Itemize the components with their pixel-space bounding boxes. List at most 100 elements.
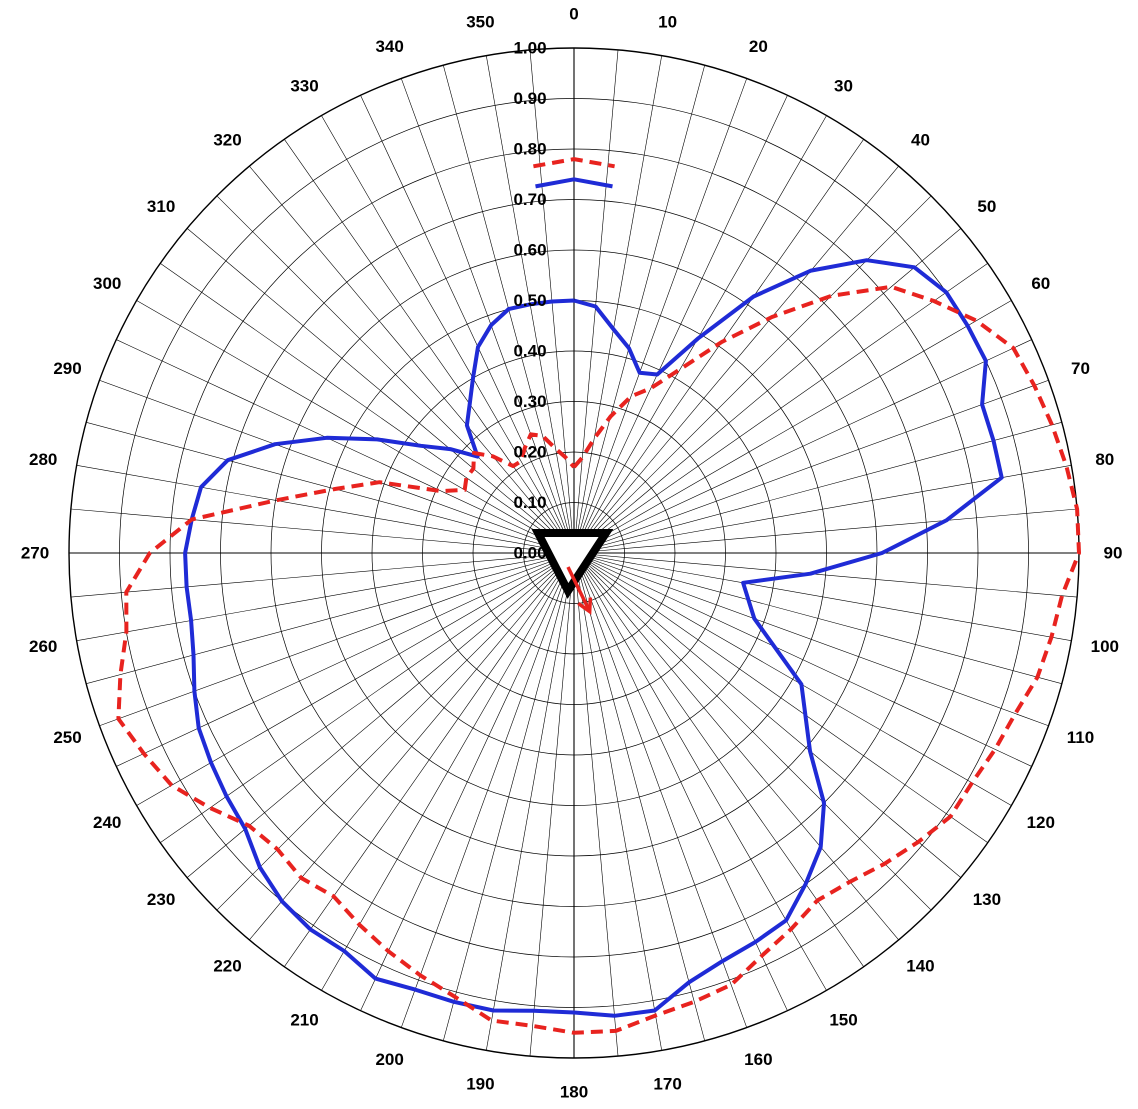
- grid-spoke: [186, 552, 575, 878]
- angle-tick-label: 110: [1067, 728, 1094, 747]
- grid-spoke: [116, 552, 575, 767]
- angle-tick-label: 140: [906, 956, 934, 975]
- grid-spoke: [573, 552, 864, 967]
- angle-tick-label: 20: [749, 37, 768, 56]
- grid-spoke: [573, 552, 962, 878]
- grid-spoke: [160, 263, 575, 554]
- grid-spoke: [321, 115, 575, 554]
- grid-spoke: [86, 422, 575, 554]
- grid-spoke: [360, 552, 575, 1011]
- grid-spoke: [573, 552, 1072, 641]
- angle-tick-label: 150: [829, 1010, 857, 1029]
- grid-spoke: [76, 465, 575, 554]
- angle-tick-label: 340: [375, 37, 403, 56]
- grid-spoke: [573, 552, 788, 1011]
- grid-spoke: [321, 552, 575, 991]
- grid-spoke: [76, 552, 575, 641]
- grid-spoke: [136, 552, 575, 806]
- grid-spoke: [573, 49, 619, 554]
- grid-spoke: [573, 165, 899, 554]
- grid-spoke: [186, 228, 575, 554]
- center-triangle-marker: [531, 529, 614, 599]
- grid-spoke: [136, 300, 575, 554]
- angle-tick-label: 0: [569, 5, 578, 24]
- grid-spoke: [573, 55, 662, 554]
- angle-tick-label: 330: [290, 77, 318, 96]
- center-markers: [531, 529, 614, 615]
- grid-spoke: [573, 65, 705, 554]
- angle-tick-label: 320: [213, 131, 241, 150]
- angle-tick-label: 100: [1091, 637, 1119, 656]
- grid-spoke: [573, 300, 1012, 554]
- angle-tick-label: 60: [1031, 274, 1050, 293]
- grid-spoke: [486, 552, 575, 1051]
- grid-spoke: [573, 339, 1032, 554]
- angle-tick-label: 280: [29, 450, 57, 469]
- grid-spoke: [360, 95, 575, 554]
- grid-spoke: [573, 422, 1062, 554]
- angle-tick-label: 210: [290, 1010, 318, 1029]
- grid-spoke: [160, 552, 575, 843]
- grid-spoke: [573, 263, 988, 554]
- angle-tick-label: 30: [834, 77, 853, 96]
- grid-spoke: [573, 465, 1072, 554]
- radial-tick-label: 0.90: [513, 89, 546, 108]
- angle-tick-label: 130: [973, 890, 1001, 909]
- radial-tick-label: 0.40: [513, 342, 546, 361]
- grid-spoke: [573, 552, 932, 911]
- grid-spoke: [573, 552, 1012, 806]
- radial-tick-label: 0.30: [513, 392, 546, 411]
- grid-spoke: [116, 339, 575, 554]
- angle-tick-label: 250: [53, 728, 81, 747]
- angle-tick-label: 310: [147, 197, 175, 216]
- series-line-0: [535, 177, 613, 189]
- angle-tick-label: 160: [744, 1050, 772, 1069]
- angle-tick-label: 190: [466, 1074, 494, 1093]
- grid-spoke: [70, 508, 575, 554]
- grid-spoke: [249, 165, 575, 554]
- angle-tick-label: 200: [375, 1050, 403, 1069]
- radial-tick-label: 1.00: [513, 39, 546, 58]
- grid-spoke: [86, 552, 575, 684]
- grid-spoke: [573, 95, 788, 554]
- grid-spoke: [573, 552, 1078, 598]
- angle-tick-label: 50: [977, 197, 996, 216]
- angle-tick-label: 350: [466, 13, 494, 32]
- angle-tick-label: 220: [213, 956, 241, 975]
- angle-tick-label: 300: [93, 274, 121, 293]
- grid-spoke: [573, 552, 1062, 684]
- grid-spoke: [573, 228, 962, 554]
- grid-spoke: [443, 552, 575, 1041]
- radial-tick-label: 0.50: [513, 291, 546, 310]
- radial-tick-label: 0.70: [513, 190, 546, 209]
- series-line-1: [116, 284, 1081, 1035]
- radial-tick-label: 0.20: [513, 443, 546, 462]
- grid-spoke: [249, 552, 575, 941]
- angle-tick-label: 80: [1095, 450, 1114, 469]
- angle-tick-label: 40: [911, 131, 930, 150]
- grid-spoke: [573, 78, 748, 554]
- radial-tick-label: 0.80: [513, 140, 546, 159]
- grid-spoke: [400, 78, 575, 554]
- grid-spoke: [99, 552, 575, 727]
- direction-arrow-shaft: [566, 566, 592, 613]
- grid-spoke: [216, 195, 575, 554]
- angle-tick-label: 230: [147, 890, 175, 909]
- grid-spoke: [573, 552, 899, 941]
- grid-spoke: [573, 552, 1032, 767]
- angle-tick-labels: 0 10 20 30 40 50 60 70 80 90 100 110 120 130 140 150 160…: [21, 5, 1123, 1102]
- grid-spoke: [573, 552, 827, 991]
- grid-spoke: [400, 552, 575, 1028]
- angle-tick-label: 290: [53, 359, 81, 378]
- angle-tick-label: 260: [29, 637, 57, 656]
- angle-tick-label: 70: [1071, 359, 1090, 378]
- grid-spoke: [99, 379, 575, 554]
- direction-arrow-head: [577, 597, 593, 615]
- grid-spoke: [573, 508, 1078, 554]
- angle-tick-label: 90: [1104, 544, 1123, 563]
- grid-spoke: [573, 552, 748, 1028]
- angle-tick-label: 120: [1027, 813, 1055, 832]
- radial-tick-label: 0.10: [513, 493, 546, 512]
